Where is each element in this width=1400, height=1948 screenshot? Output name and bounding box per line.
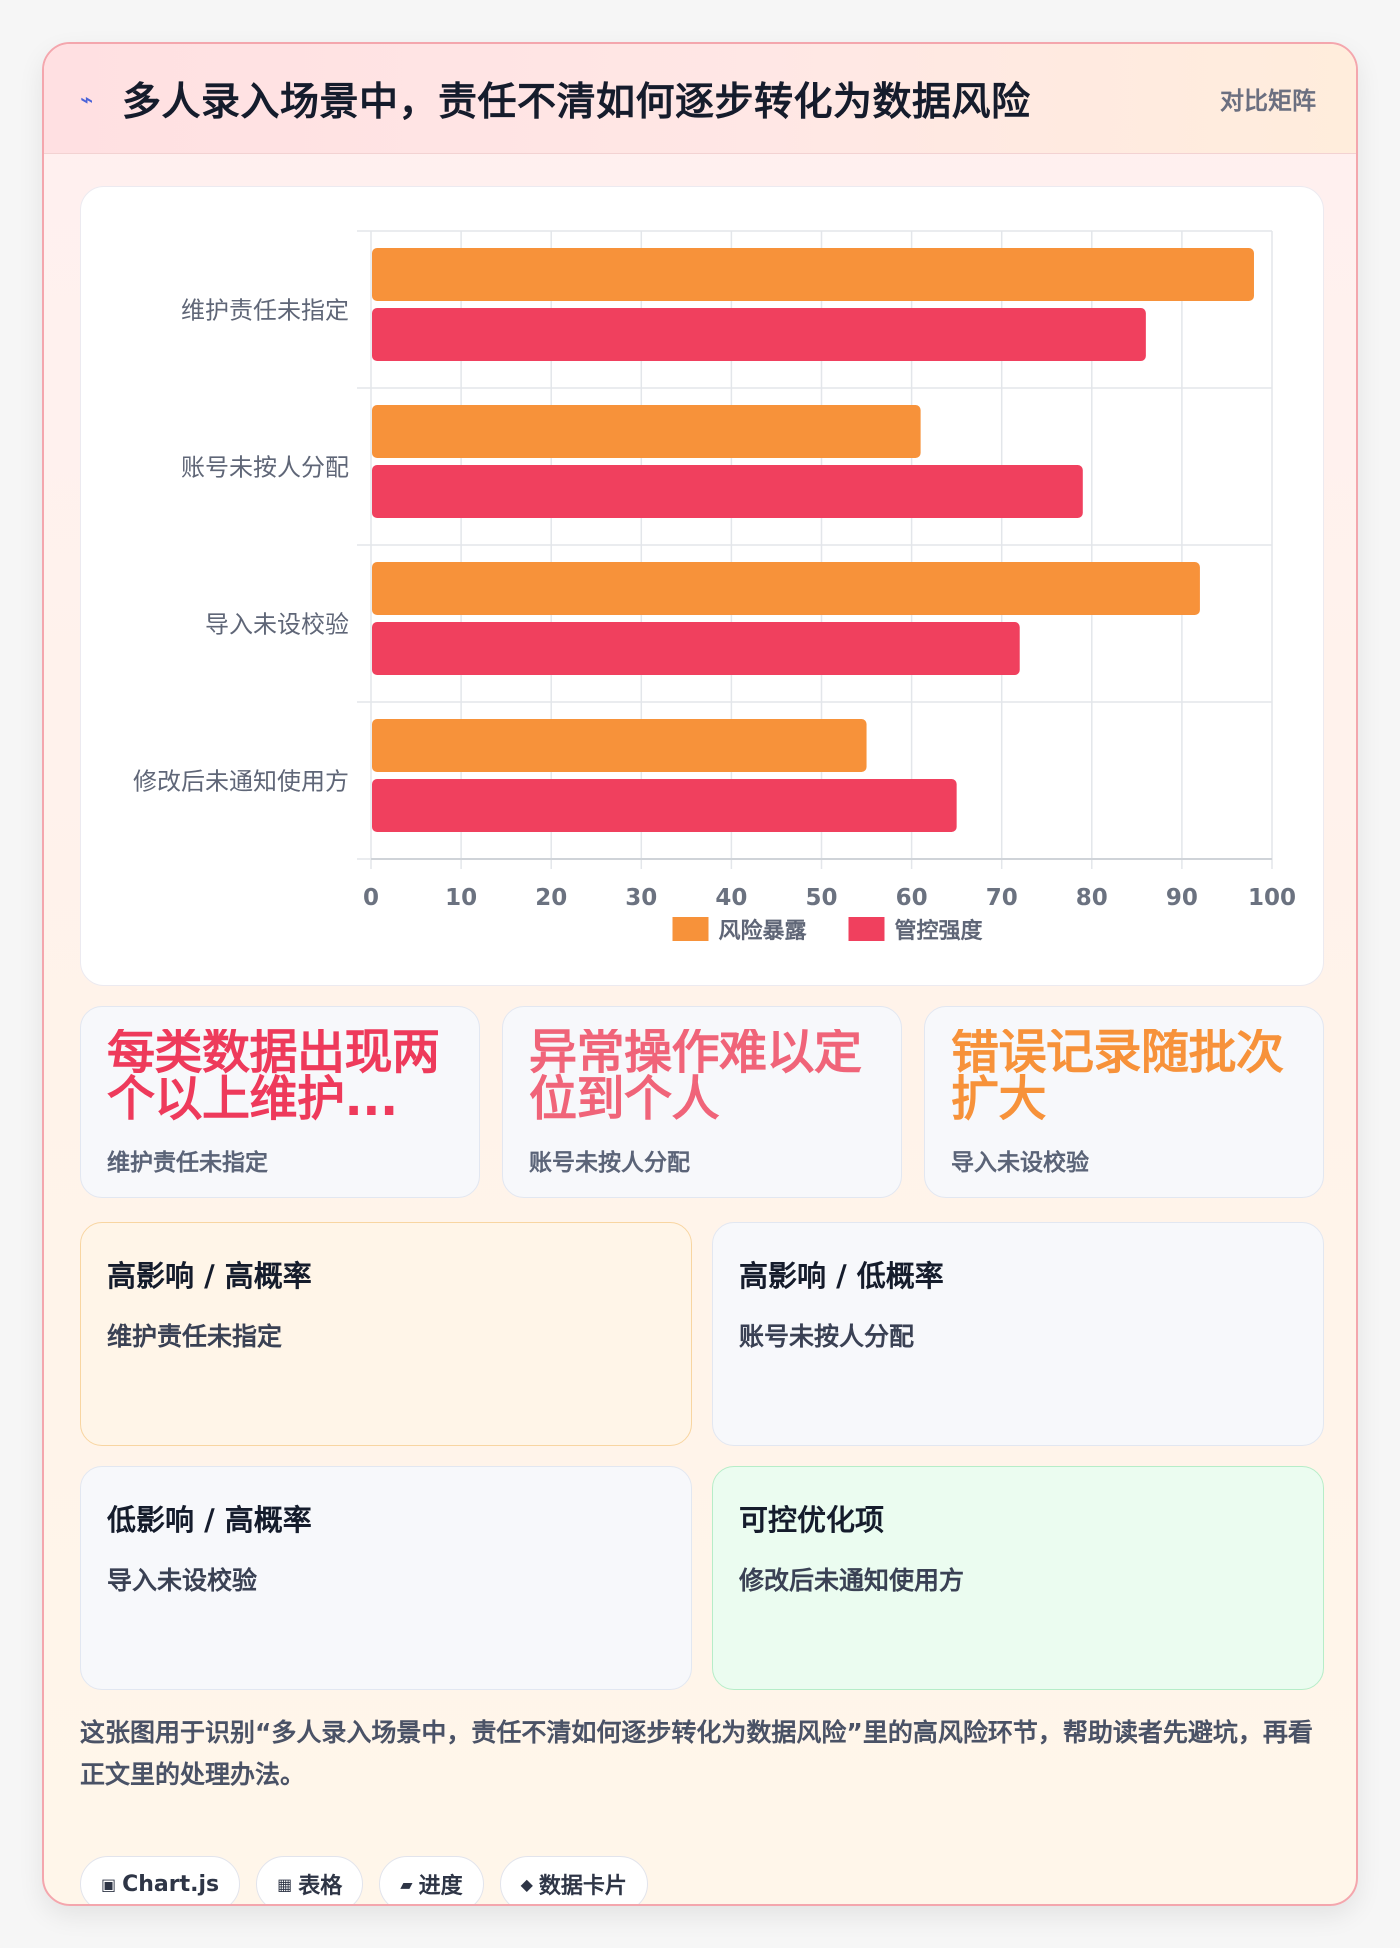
quadrant-title: 可控优化项 xyxy=(739,1503,885,1537)
x-tick-label: 100 xyxy=(1248,885,1296,911)
stat-label: 维护责任未指定 xyxy=(107,1150,268,1176)
legend-label: 风险暴露 xyxy=(719,918,808,944)
stat-label: 导入未设校验 xyxy=(951,1150,1089,1176)
chip-data-card[interactable]: ◆ 数据卡片 xyxy=(499,1856,648,1904)
quadrant-title: 高影响 / 高概率 xyxy=(107,1259,312,1293)
quadrant-low-impact-high-probability: 低影响 / 高概率 导入未设校验 xyxy=(80,1466,692,1690)
card-icon: ◆ xyxy=(520,1874,533,1894)
quadrant-item: 维护责任未指定 xyxy=(107,1322,283,1351)
x-tick-label: 0 xyxy=(363,885,379,911)
x-tick-label: 50 xyxy=(805,885,837,911)
legend-swatch xyxy=(672,917,709,941)
x-tick-label: 30 xyxy=(625,885,657,911)
x-tick-label: 60 xyxy=(896,885,928,911)
chip-label: 进度 xyxy=(418,1874,463,1899)
quadrant-high-impact-low-probability: 高影响 / 低概率 账号未按人分配 xyxy=(712,1222,1324,1446)
stat-card-2: 异常操作难以定位到个人 账号未按人分配 xyxy=(502,1006,902,1198)
bar xyxy=(372,622,1020,675)
bar xyxy=(372,719,867,772)
chart-panel: 维护责任未指定 账号未按人分配导入未设校验修改后未通知使用方 0 10 20 30 40 50… xyxy=(80,186,1324,986)
bar xyxy=(372,405,921,458)
header: ⌁ 多人录入场景中，责任不清如何逐步转化为数据风险 对比矩阵 xyxy=(44,44,1356,154)
legend-swatch xyxy=(848,917,885,941)
y-tick-label: 导入未设校验 xyxy=(205,611,349,639)
chart-icon: ▣ xyxy=(101,1874,117,1894)
quadrant-controllable: 可控优化项 修改后未通知使用方 xyxy=(712,1466,1324,1690)
chip-table[interactable]: ▦ 表格 xyxy=(256,1856,364,1904)
header-tag: 对比矩阵 xyxy=(1220,87,1316,115)
x-tick-label: 80 xyxy=(1076,885,1108,911)
y-tick-label: 维护责任未指定 xyxy=(181,297,349,325)
bar xyxy=(372,248,1254,301)
quadrant-high-impact-high-probability: 高影响 / 高概率 维护责任未指定 xyxy=(80,1222,692,1446)
infographic-card: ⌁ 多人录入场景中，责任不清如何逐步转化为数据风险 对比矩阵 维护责任未指定 账号… xyxy=(42,42,1358,1906)
description: 这张图用于识别“多人录入场景中，责任不清如何逐步转化为数据风险”里的高风险环节，… xyxy=(80,1718,1313,1789)
stat-value: 每类数据出现两个以上维护... xyxy=(107,1029,440,1127)
x-tick-label: 70 xyxy=(986,885,1018,911)
stat-card-1: 每类数据出现两个以上维护... 维护责任未指定 xyxy=(80,1006,480,1198)
chip-progress[interactable]: ▰ 进度 xyxy=(379,1856,484,1904)
quadrant-title: 低影响 / 高概率 xyxy=(107,1503,312,1537)
page-title: 多人录入场景中，责任不清如何逐步转化为数据风险 xyxy=(122,79,1031,125)
x-tick-label: 40 xyxy=(715,885,747,911)
bar xyxy=(372,562,1200,615)
legend-label: 管控强度 xyxy=(895,918,984,944)
lightning-icon: ⌁ xyxy=(80,88,94,113)
quadrant-title: 高影响 / 低概率 xyxy=(739,1259,944,1293)
chip-chartjs[interactable]: ▣ Chart.js xyxy=(80,1856,241,1904)
x-tick-label: 10 xyxy=(445,885,477,911)
chip-label: 数据卡片 xyxy=(538,1874,627,1899)
y-tick-label: 账号未按人分配 xyxy=(181,454,349,482)
table-icon: ▦ xyxy=(277,1874,293,1894)
quadrant-item: 导入未设校验 xyxy=(107,1566,258,1595)
quadrant-item: 修改后未通知使用方 xyxy=(739,1566,965,1595)
y-tick-label: 修改后未通知使用方 xyxy=(133,768,349,796)
bar xyxy=(372,779,957,832)
stat-value: 错误记录随批次扩大 xyxy=(951,1029,1284,1127)
tag-chips: ▣ Chart.js ▦ 表格 ▰ 进度 ◆ 数据卡片 xyxy=(80,1856,648,1904)
bar xyxy=(372,465,1083,518)
x-tick-label: 20 xyxy=(535,885,567,911)
bar xyxy=(372,308,1146,361)
chip-label: 表格 xyxy=(298,1874,343,1899)
stat-value: 异常操作难以定位到个人 xyxy=(529,1029,862,1127)
quadrant-item: 账号未按人分配 xyxy=(739,1322,915,1351)
progress-icon: ▰ xyxy=(400,1874,413,1894)
x-tick-label: 90 xyxy=(1166,885,1198,911)
stat-label: 账号未按人分配 xyxy=(529,1150,690,1176)
stat-card-3: 错误记录随批次扩大 导入未设校验 xyxy=(924,1006,1324,1198)
stat-cards: 每类数据出现两个以上维护... 维护责任未指定 异常操作难以定位到个人 账号未按… xyxy=(80,1006,1324,1198)
chip-label: Chart.js xyxy=(122,1871,220,1897)
